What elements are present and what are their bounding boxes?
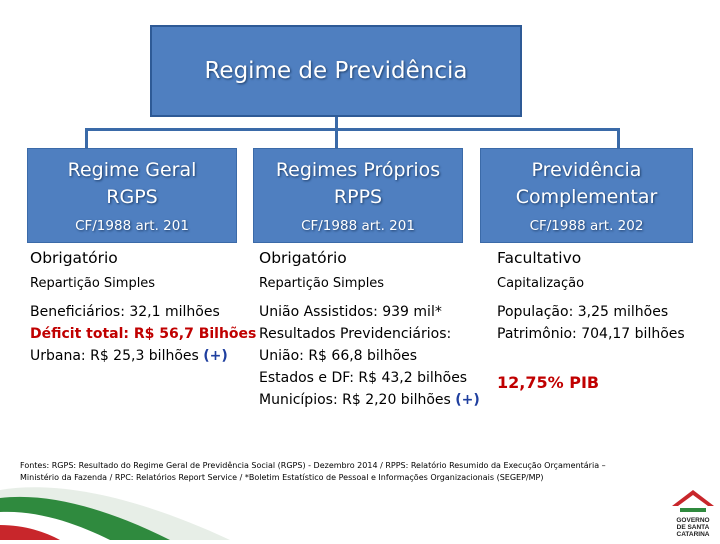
rgps-urbana-row: Urbana: R$ 25,3 bilhões (+) — [30, 345, 260, 367]
rgps-urbana: Urbana: R$ 25,3 bilhões — [30, 348, 199, 364]
logo-text-1: GOVERNO — [676, 517, 709, 524]
rpps-details: União Assistidos: 939 mil* Resultados Pr… — [259, 301, 499, 411]
rpps-municipios-row: Municípios: R$ 2,20 bilhões (+) — [259, 389, 499, 411]
header-rpc-line1: Previdência — [531, 159, 642, 181]
rpps-uniao: União: R$ 66,8 bilhões — [259, 348, 418, 364]
header-rpps-line2: RPPS — [333, 186, 383, 208]
rpc-method: Capitalização — [497, 276, 585, 291]
rgps-deficit: Déficit total: R$ 56,7 Bilhões — [30, 326, 257, 342]
rpc-populacao: População: 3,25 milhões — [497, 304, 669, 320]
footnote-line-1: Fontes: RGPS: Resultado do Regime Geral … — [20, 461, 606, 470]
header-rgps-line1: Regime Geral — [67, 159, 197, 181]
rpc-type: Facultativo — [497, 249, 582, 267]
cf-rpc: CF/1988 art. 202 — [529, 218, 644, 234]
rgps-beneficiarios: Beneficiários: 32,1 milhões — [30, 304, 220, 320]
header-rgps-line2: RGPS — [106, 186, 158, 208]
decorative-flag-swoosh — [0, 470, 230, 540]
government-logo: GOVERNO DE SANTA CATARINA — [668, 488, 718, 540]
cf-rpps: CF/1988 art. 201 — [301, 218, 415, 234]
connector-horizontal — [85, 128, 620, 131]
rpps-municipios: Municípios: R$ 2,20 bilhões — [259, 392, 451, 408]
connector-middle — [335, 128, 338, 148]
logo-text-3: CATARINA — [677, 531, 710, 538]
footnote: Fontes: RGPS: Resultado do Regime Geral … — [20, 460, 710, 484]
rpps-municipios-plus: (+) — [455, 392, 480, 408]
connector-right — [617, 128, 620, 148]
rpps-method: Repartição Simples — [259, 276, 385, 291]
rpps-assistidos: União Assistidos: 939 mil* — [259, 304, 442, 320]
rpps-estados: Estados e DF: R$ 43,2 bilhões — [259, 370, 468, 386]
header-rpps: Regimes Próprios RPPS CF/1988 art. 201 — [253, 148, 463, 243]
rgps-type: Obrigatório — [30, 249, 118, 267]
rpc-pib: 12,75% PIB — [497, 373, 600, 392]
rpc-details: População: 3,25 milhões Patrimônio: 704,… — [497, 301, 712, 345]
logo-text-2: DE SANTA — [677, 524, 710, 531]
connector-vertical — [335, 117, 338, 130]
header-rpc-line2: Complementar — [515, 186, 658, 208]
rpc-patrimonio: Patrimônio: 704,17 bilhões — [497, 326, 685, 342]
rgps-details: Beneficiários: 32,1 milhões Déficit tota… — [30, 301, 260, 367]
connector-left — [85, 128, 88, 148]
title-box: Regime de Previdência — [150, 25, 522, 117]
header-rgps: Regime Geral RGPS CF/1988 art. 201 — [27, 148, 237, 243]
cf-rgps: CF/1988 art. 201 — [75, 218, 189, 234]
rpps-resultados: Resultados Previdenciários: — [259, 326, 452, 342]
header-rpc: Previdência Complementar CF/1988 art. 202 — [480, 148, 693, 243]
rgps-method: Repartição Simples — [30, 276, 156, 291]
footnote-line-2: Ministério da Fazenda / RPC: Relatórios … — [20, 473, 544, 482]
header-rpps-line1: Regimes Próprios — [275, 159, 441, 181]
page-title: Regime de Previdência — [204, 58, 468, 84]
rpps-type: Obrigatório — [259, 249, 347, 267]
rgps-urbana-plus: (+) — [203, 348, 228, 364]
